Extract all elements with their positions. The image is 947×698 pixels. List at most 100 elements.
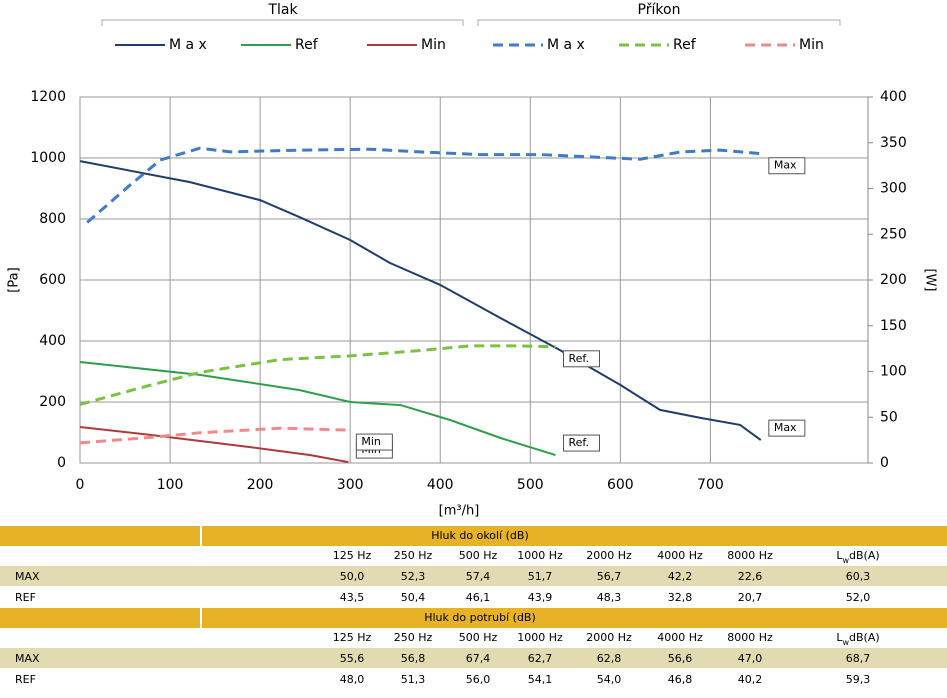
lw-part: dB(A): [849, 631, 880, 644]
table-title: Hluk do potrubí (dB): [424, 611, 536, 624]
y-tick-label: 800: [39, 211, 66, 227]
cell: 51,3: [401, 673, 426, 686]
legend-label: Min: [421, 37, 446, 53]
column-header: LwdB(A): [836, 549, 879, 565]
x-tick-label: 600: [607, 477, 634, 493]
x-tick-label: 400: [427, 477, 454, 493]
cell: 56,6: [668, 652, 693, 665]
cell: 55,6: [340, 652, 365, 665]
label-box: [768, 419, 806, 437]
x-tick-label: 700: [697, 477, 724, 493]
lw-part: L: [836, 549, 843, 562]
cell: 48,3: [597, 591, 622, 604]
cell: 46,1: [466, 591, 491, 604]
y2-tick-label: 350: [880, 135, 907, 151]
series-line: [86, 146, 761, 224]
series-label: Max: [774, 421, 797, 434]
series-label: Max: [774, 159, 797, 172]
column-header: 125 Hz: [333, 549, 372, 562]
y2-axis-label: [W]: [923, 269, 938, 292]
cell: 50,0: [340, 570, 365, 583]
cell: 62,8: [597, 652, 622, 665]
legend-label: M a x: [547, 37, 585, 53]
x-tick-label: 500: [517, 477, 544, 493]
column-header: 8000 Hz: [727, 631, 773, 644]
y2-tick-label: 250: [880, 226, 907, 242]
cell: 57,4: [466, 570, 491, 583]
cell: 47,0: [738, 652, 763, 665]
y-tick-label: 200: [39, 394, 66, 410]
y2-tick-label: 0: [880, 455, 889, 471]
series-line: [79, 160, 762, 441]
table-title-bar: [0, 608, 947, 628]
y-tick-label: 400: [39, 333, 66, 349]
y-tick-label: 1200: [30, 89, 66, 105]
cell: 56,0: [466, 673, 491, 686]
series-label: Min: [361, 435, 381, 448]
cell: 56,7: [597, 570, 622, 583]
legend-label: Ref: [673, 37, 697, 53]
label-box: [563, 350, 601, 368]
cell: 54,0: [597, 673, 622, 686]
label-box: [768, 157, 806, 175]
series-line: [79, 426, 349, 445]
cell: 50,4: [401, 591, 426, 604]
cell: 52,0: [846, 591, 871, 604]
legend-label: M a x: [169, 37, 207, 53]
legend-label: Min: [799, 37, 824, 53]
y-tick-label: 0: [57, 455, 66, 471]
cell: 51,7: [528, 570, 553, 583]
column-header: 8000 Hz: [727, 549, 773, 562]
row-label: REF: [15, 591, 36, 604]
x-tick-label: 0: [76, 477, 85, 493]
cell: 59,3: [846, 673, 871, 686]
cell: 32,8: [668, 591, 693, 604]
y2-tick-label: 100: [880, 364, 907, 380]
series-line: [79, 426, 349, 464]
lw-part: L: [836, 631, 843, 644]
legend-label: Ref: [295, 37, 319, 53]
column-header: 250 Hz: [394, 549, 433, 562]
row-label: MAX: [15, 570, 40, 583]
lw-part: dB(A): [849, 549, 880, 562]
cell: 42,2: [668, 570, 693, 583]
row-bg: [0, 648, 947, 668]
cell: 48,0: [340, 673, 365, 686]
column-header: 2000 Hz: [586, 631, 632, 644]
cell: 56,8: [401, 652, 426, 665]
y2-tick-label: 200: [880, 272, 907, 288]
cell: 67,4: [466, 652, 491, 665]
column-header: 4000 Hz: [657, 631, 703, 644]
label-box: [355, 433, 393, 451]
cell: 60,3: [846, 570, 871, 583]
cell: 62,7: [528, 652, 553, 665]
series-label: Ref.: [569, 436, 590, 449]
series-line: [79, 361, 556, 457]
y-tick-label: 600: [39, 272, 66, 288]
cell: 46,8: [668, 673, 693, 686]
lw-part: w: [842, 556, 849, 565]
lw-part: w: [842, 638, 849, 647]
cell: 54,1: [528, 673, 553, 686]
column-header: 1000 Hz: [517, 631, 563, 644]
series-label: Ref.: [569, 352, 590, 365]
column-header: 500 Hz: [459, 631, 498, 644]
y2-tick-label: 400: [880, 89, 907, 105]
cell: 43,5: [340, 591, 365, 604]
column-header: 125 Hz: [333, 631, 372, 644]
column-header: 2000 Hz: [586, 549, 632, 562]
legend-group-title: Příkon: [638, 2, 681, 18]
cell: 52,3: [401, 570, 426, 583]
column-header: LwdB(A): [836, 631, 879, 647]
series-line: [79, 344, 556, 406]
column-header: 4000 Hz: [657, 549, 703, 562]
y2-tick-label: 50: [880, 409, 898, 425]
legend-group-title: Tlak: [267, 2, 298, 18]
x-axis-label: [m³/h]: [439, 504, 480, 519]
column-header: 250 Hz: [394, 631, 433, 644]
cell: 68,7: [846, 652, 871, 665]
x-tick-label: 300: [337, 477, 364, 493]
y-axis-label: [Pa]: [7, 267, 22, 292]
cell: 20,7: [738, 591, 763, 604]
cell: 22,6: [738, 570, 763, 583]
